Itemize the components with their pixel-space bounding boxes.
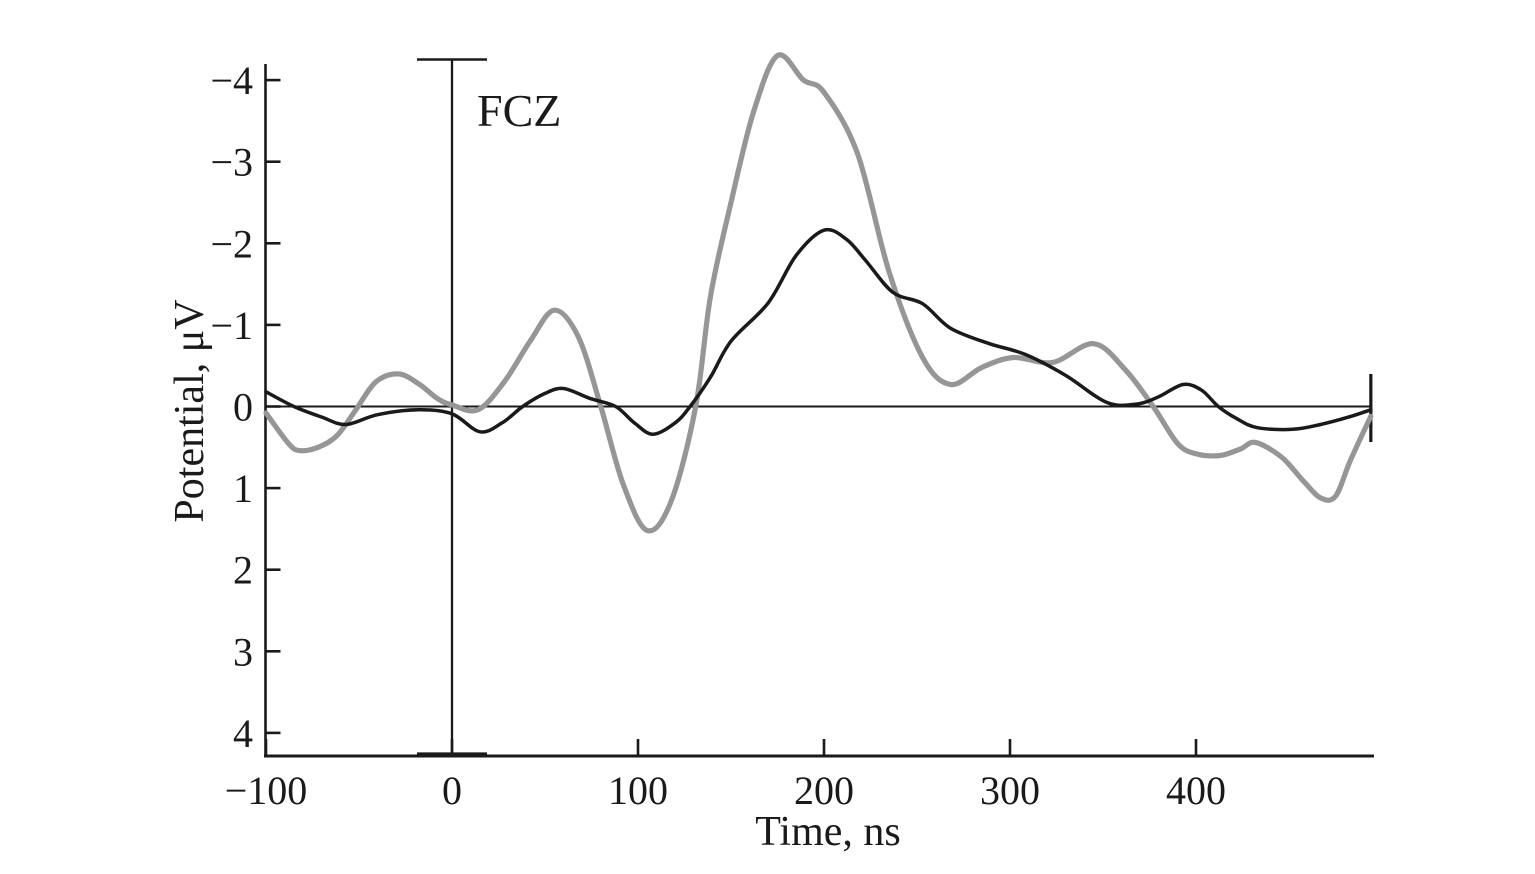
y-tick-label: −1	[210, 303, 253, 348]
y-tick-label: 4	[233, 711, 253, 756]
y-tick-label: −2	[210, 221, 253, 266]
y-tick-label: 2	[233, 548, 253, 593]
x-tick-label: 400	[1166, 768, 1226, 813]
series-group	[263, 52, 1374, 534]
x-axis-title: Time, ns	[755, 809, 901, 855]
y-axis-title: Potential, μV	[167, 299, 213, 522]
y-tick-label: 3	[233, 629, 253, 674]
y-tick-label: 1	[233, 466, 253, 511]
y-tick-label: 0	[233, 385, 253, 430]
y-tick-label: −4	[210, 58, 253, 103]
y-tick-label: −3	[210, 140, 253, 185]
x-tick-label: −100	[225, 768, 308, 813]
x-tick-label: 0	[442, 768, 462, 813]
series-gray-waveform	[263, 52, 1374, 534]
x-tick-label: 100	[608, 768, 668, 813]
x-tick-label: 200	[794, 768, 854, 813]
x-tick-label: 300	[980, 768, 1040, 813]
axes-group: −4 −3 −2 −1 0 1 2 3 4 −100 0 100 200 300 400	[210, 58, 1374, 813]
series-black-waveform	[264, 227, 1373, 436]
electrode-label: FCZ	[477, 85, 561, 136]
